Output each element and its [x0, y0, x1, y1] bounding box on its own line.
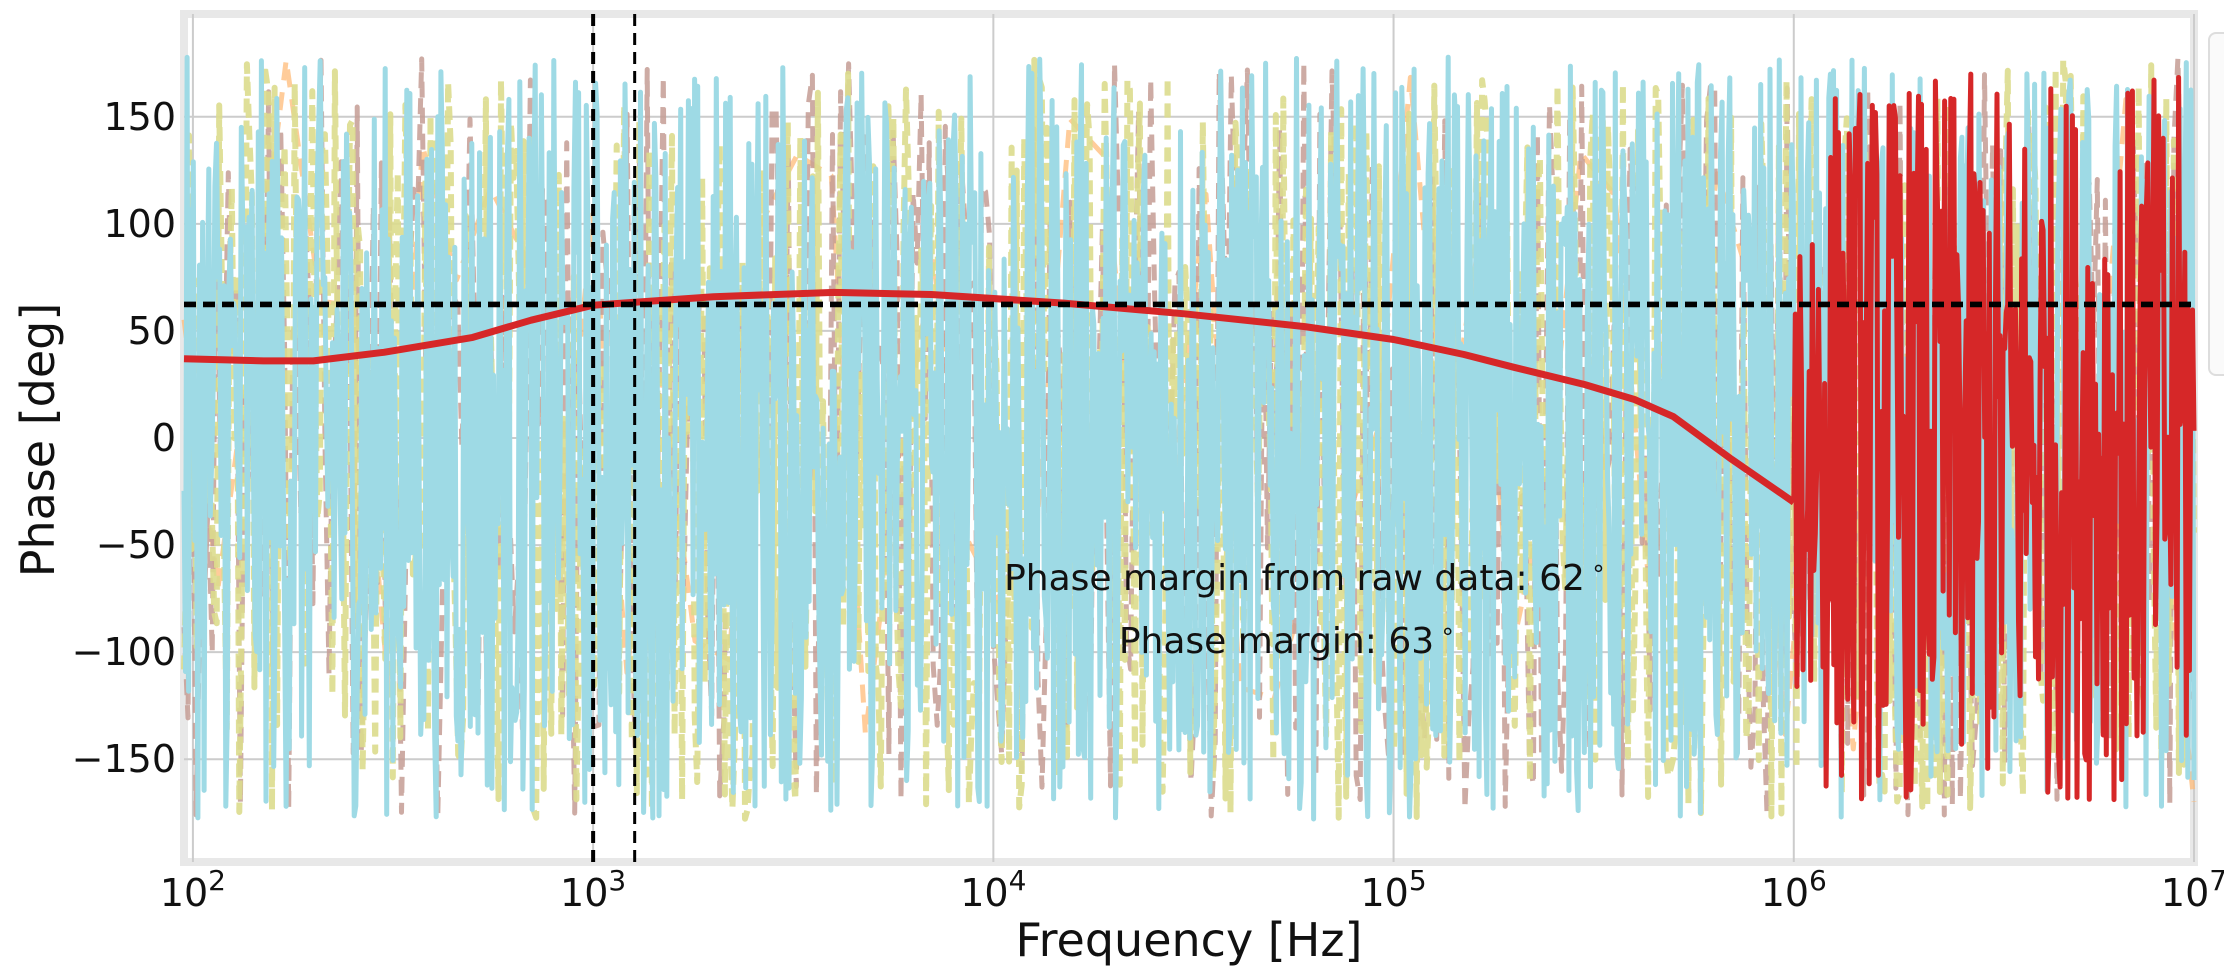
- y-tick-label-4: −50: [96, 523, 176, 567]
- annotation-raw-margin: Phase margin from raw data: 62 ∘: [1004, 554, 1606, 599]
- y-axis-label: Phase [deg]: [11, 303, 65, 578]
- x-axis-label: Frequency [Hz]: [1016, 913, 1363, 967]
- y-tick-label-2: 50: [128, 309, 176, 353]
- x-tick-base: 10: [1761, 871, 1809, 915]
- x-tick-label-4: 106: [1761, 864, 1827, 915]
- x-tick-label-1: 103: [560, 864, 626, 915]
- x-tick-exponent: 2: [208, 864, 226, 897]
- x-tick-base: 10: [160, 871, 208, 915]
- reference-lines: [184, 14, 2194, 862]
- y-tick-label-1: 100: [103, 202, 176, 246]
- x-tick-base: 10: [2161, 871, 2209, 915]
- legend-box: [2208, 32, 2224, 376]
- y-tick-label-6: −150: [72, 737, 176, 781]
- x-tick-exponent: 6: [1809, 864, 1827, 897]
- degree-symbol: ∘: [1591, 554, 1606, 582]
- y-tick-label-3: 0: [152, 416, 176, 460]
- x-tick-base: 10: [1360, 871, 1408, 915]
- degree-symbol: ∘: [1440, 617, 1455, 645]
- x-tick-label-3: 105: [1360, 864, 1426, 915]
- y-tick-label-5: −100: [72, 630, 176, 674]
- x-tick-exponent: 5: [1409, 864, 1427, 897]
- x-tick-base: 10: [960, 871, 1008, 915]
- x-tick-exponent: 4: [1009, 864, 1027, 897]
- x-tick-base: 10: [560, 871, 608, 915]
- x-tick-exponent: 3: [608, 864, 626, 897]
- annotation-margin: Phase margin: 63 ∘: [1119, 617, 1455, 662]
- x-tick-label-5: 107: [2161, 864, 2224, 915]
- x-tick-label-2: 104: [960, 864, 1026, 915]
- y-tick-label-0: 150: [103, 95, 176, 139]
- x-tick-label-0: 102: [160, 864, 226, 915]
- x-tick-exponent: 7: [2209, 864, 2224, 897]
